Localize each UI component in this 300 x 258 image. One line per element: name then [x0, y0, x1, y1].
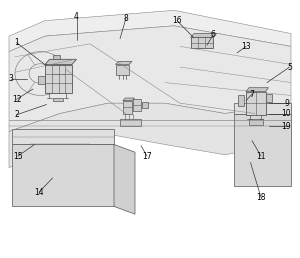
Polygon shape	[12, 129, 114, 144]
Text: 16: 16	[172, 16, 182, 25]
Text: 9: 9	[284, 99, 289, 108]
Text: 4: 4	[74, 12, 79, 21]
Text: 2: 2	[14, 110, 19, 119]
Text: 17: 17	[142, 152, 152, 160]
Polygon shape	[238, 95, 244, 106]
Polygon shape	[190, 37, 213, 48]
Polygon shape	[12, 144, 114, 206]
Polygon shape	[52, 55, 60, 59]
Polygon shape	[133, 99, 141, 111]
Polygon shape	[116, 61, 132, 64]
Text: 10: 10	[282, 109, 291, 118]
Polygon shape	[142, 102, 148, 108]
Text: 14: 14	[34, 188, 44, 197]
Text: 19: 19	[282, 122, 291, 131]
Text: 18: 18	[256, 193, 266, 202]
Polygon shape	[116, 64, 129, 75]
Polygon shape	[123, 101, 132, 114]
Text: 1: 1	[14, 38, 19, 47]
Polygon shape	[246, 88, 268, 92]
Text: 5: 5	[287, 63, 292, 71]
Polygon shape	[123, 98, 134, 101]
Text: 11: 11	[256, 152, 266, 160]
Polygon shape	[38, 76, 45, 84]
Polygon shape	[9, 103, 291, 168]
Text: 8: 8	[124, 14, 128, 22]
Text: 7: 7	[250, 90, 254, 99]
Polygon shape	[190, 34, 217, 37]
Polygon shape	[234, 114, 291, 186]
Polygon shape	[9, 26, 291, 132]
Polygon shape	[52, 98, 63, 101]
Text: 3: 3	[8, 74, 13, 83]
Text: 15: 15	[13, 152, 23, 160]
Polygon shape	[45, 64, 72, 93]
Text: 6: 6	[211, 30, 215, 39]
Text: 12: 12	[12, 95, 21, 104]
Polygon shape	[234, 103, 291, 114]
Polygon shape	[266, 94, 272, 102]
Polygon shape	[45, 59, 76, 64]
Polygon shape	[246, 92, 266, 115]
Polygon shape	[114, 144, 135, 214]
Polygon shape	[9, 10, 291, 52]
Polygon shape	[120, 119, 141, 126]
Polygon shape	[249, 119, 262, 125]
Text: 13: 13	[241, 42, 251, 51]
